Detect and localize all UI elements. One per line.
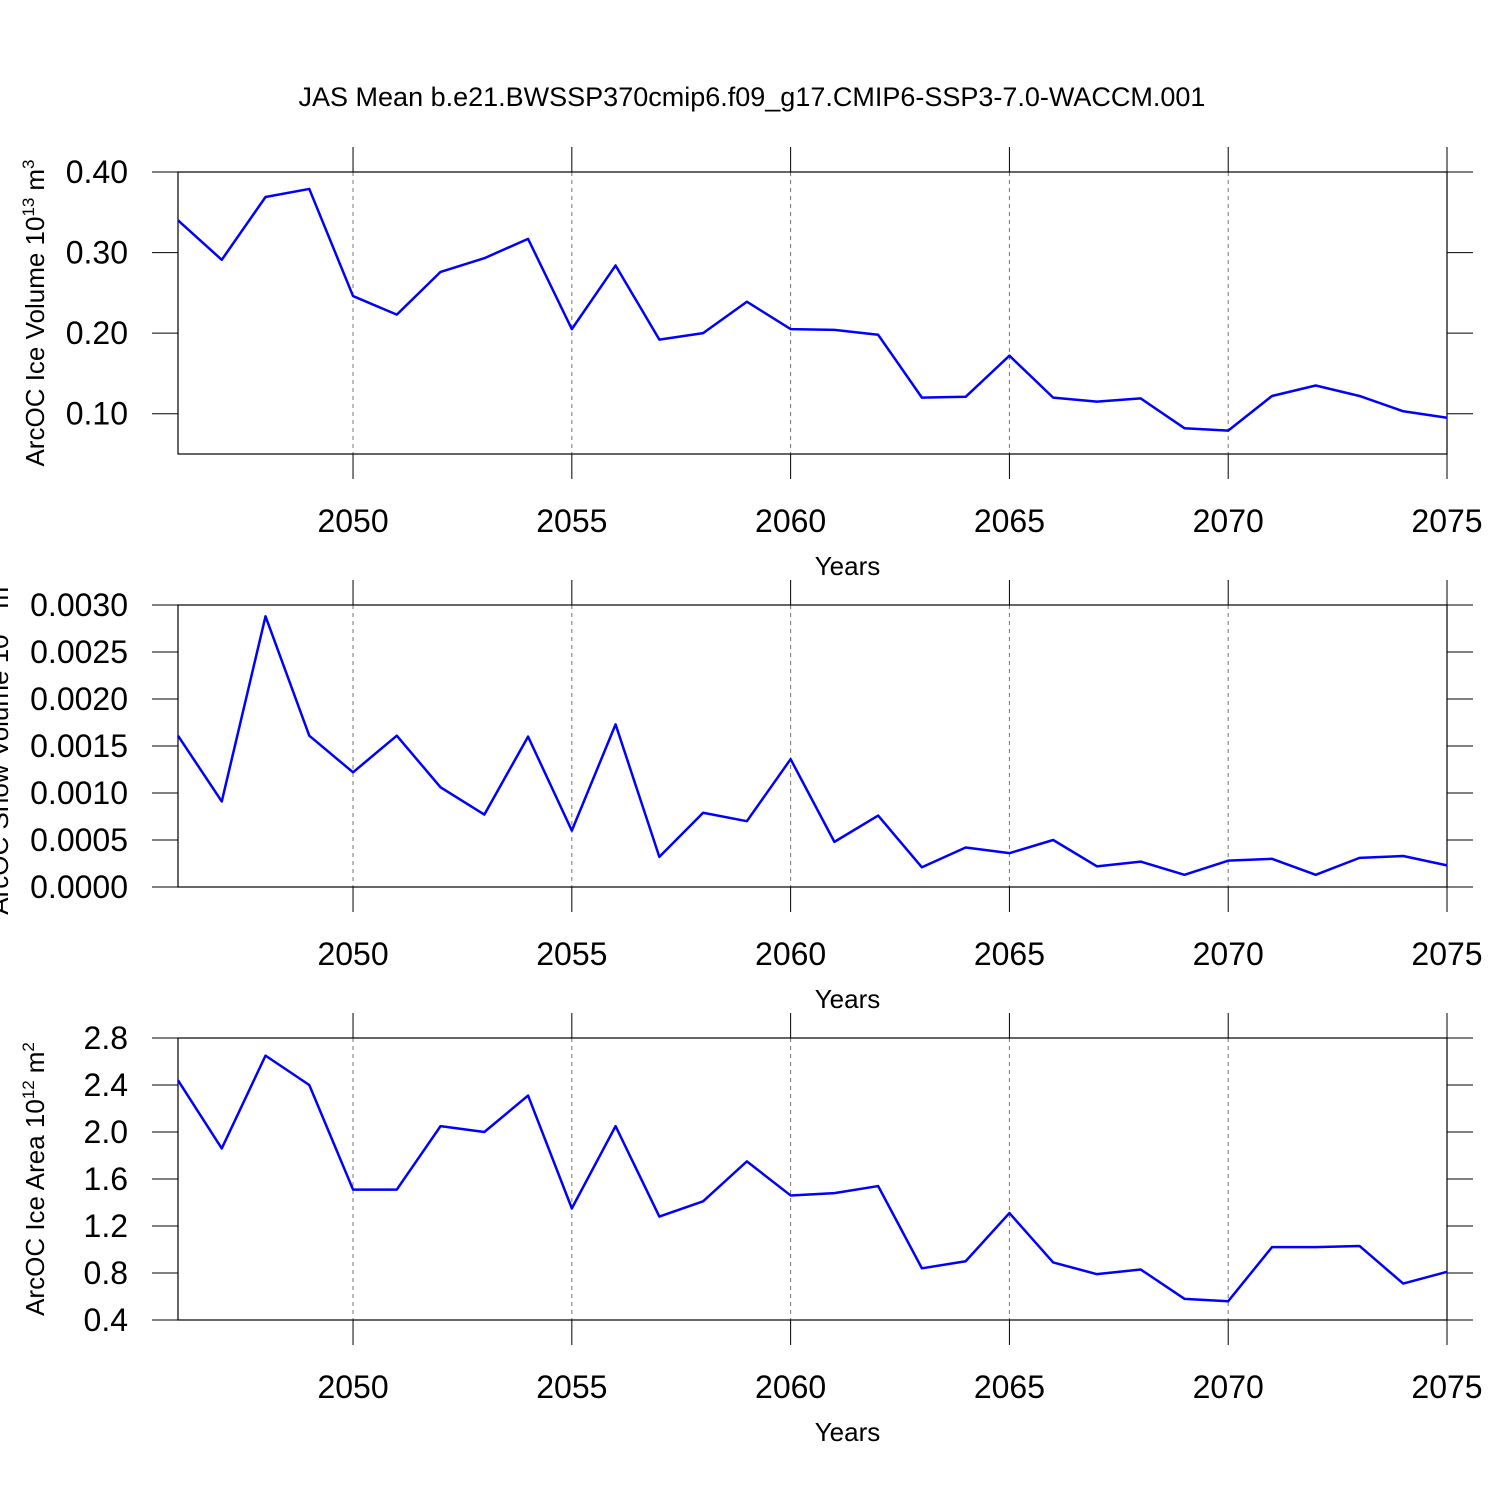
plot-frame — [177, 171, 1448, 455]
y-axis-label-exponent: 12 — [19, 1080, 38, 1099]
y-tick-label: 0.20 — [66, 315, 128, 351]
y-axis-label-unit-exponent: 2 — [19, 1042, 38, 1051]
y-tick-label: 0.0020 — [30, 681, 128, 717]
y-axis-label: ArcOC Ice Volume 1013 m3 — [19, 159, 50, 466]
plot-frame — [177, 604, 1448, 888]
x-tick-label: 2055 — [536, 936, 607, 972]
y-axis-label-unit: m — [20, 1052, 50, 1074]
y-axis-label-text: ArcOC Ice Volume 10 — [20, 217, 50, 467]
y-axis-label: ArcOC Ice Area 1012 m2 — [19, 1042, 50, 1316]
y-tick-label: 0.0015 — [30, 728, 128, 764]
data-line — [176, 615, 1448, 877]
x-tick-label: 2075 — [1411, 936, 1482, 972]
x-tick-label: 2060 — [755, 936, 826, 972]
x-tick-label: 2065 — [974, 1369, 1045, 1405]
figure-title: JAS Mean b.e21.BWSSP370cmip6.f09_g17.CMI… — [299, 82, 1206, 112]
y-tick-label: 2.0 — [84, 1114, 128, 1150]
y-axis-label-unit: m — [20, 169, 50, 191]
y-axis-label-unit: m — [0, 587, 14, 609]
plot-frame — [177, 1037, 1448, 1321]
y-axis-label: ArcOC Snow Volume 1013 m3 — [0, 577, 14, 914]
x-tick-label: 2070 — [1193, 1369, 1264, 1405]
panel: 2050 2055 2060 2065 2070 2075 0.0000 0.0005 0.00… — [0, 577, 1483, 1014]
y-tick-label: 0.10 — [66, 396, 128, 432]
y-axis-label-text: ArcOC Snow Volume 10 — [0, 634, 14, 914]
panel: 2050 2055 2060 2065 2070 2075 0.4 0.8 1.2 1.6 2.0 2… — [19, 1013, 1483, 1447]
x-tick-label: 2050 — [317, 1369, 388, 1405]
x-tick-label: 2075 — [1411, 503, 1482, 539]
x-tick-label: 2060 — [755, 1369, 826, 1405]
x-tick-label: 2065 — [974, 936, 1045, 972]
y-tick-label: 2.8 — [84, 1020, 128, 1056]
y-axis-label-unit-exponent: 3 — [19, 159, 38, 168]
x-tick-label: 2055 — [536, 1369, 607, 1405]
x-tick-label: 2060 — [755, 503, 826, 539]
y-axis-label-exponent: 13 — [0, 615, 2, 634]
y-tick-label: 0.0025 — [30, 634, 128, 670]
x-tick-label: 2070 — [1193, 503, 1264, 539]
y-tick-label: 1.6 — [84, 1161, 128, 1197]
data-line — [177, 187, 1448, 432]
y-axis-label-exponent: 13 — [19, 198, 38, 217]
y-tick-label: 1.2 — [84, 1208, 128, 1244]
x-axis-label: Years — [815, 1417, 881, 1447]
x-tick-label: 2055 — [536, 503, 607, 539]
x-tick-label: 2070 — [1193, 936, 1264, 972]
y-tick-label: 0.4 — [84, 1302, 128, 1338]
y-tick-label: 0.0010 — [30, 775, 128, 811]
y-axis-label-text: ArcOC Ice Area 10 — [20, 1099, 50, 1316]
y-tick-label: 0.0030 — [30, 587, 128, 623]
x-axis-label: Years — [815, 984, 881, 1014]
x-tick-label: 2075 — [1411, 1369, 1482, 1405]
y-tick-label: 0.30 — [66, 235, 128, 271]
y-tick-label: 2.4 — [84, 1067, 128, 1103]
x-tick-label: 2050 — [317, 503, 388, 539]
panel: 2050 2055 2060 2065 2070 2075 0.10 0.20 0.30 0.40… — [19, 147, 1483, 581]
x-axis-label: Years — [815, 551, 881, 581]
y-tick-label: 0.0005 — [30, 822, 128, 858]
data-line — [176, 1054, 1448, 1303]
y-tick-label: 0.40 — [66, 154, 128, 190]
y-tick-label: 0.0000 — [30, 869, 128, 905]
x-tick-label: 2050 — [317, 936, 388, 972]
x-tick-label: 2065 — [974, 503, 1045, 539]
y-tick-label: 0.8 — [84, 1255, 128, 1291]
y-axis-label-unit-exponent: 3 — [0, 577, 2, 586]
